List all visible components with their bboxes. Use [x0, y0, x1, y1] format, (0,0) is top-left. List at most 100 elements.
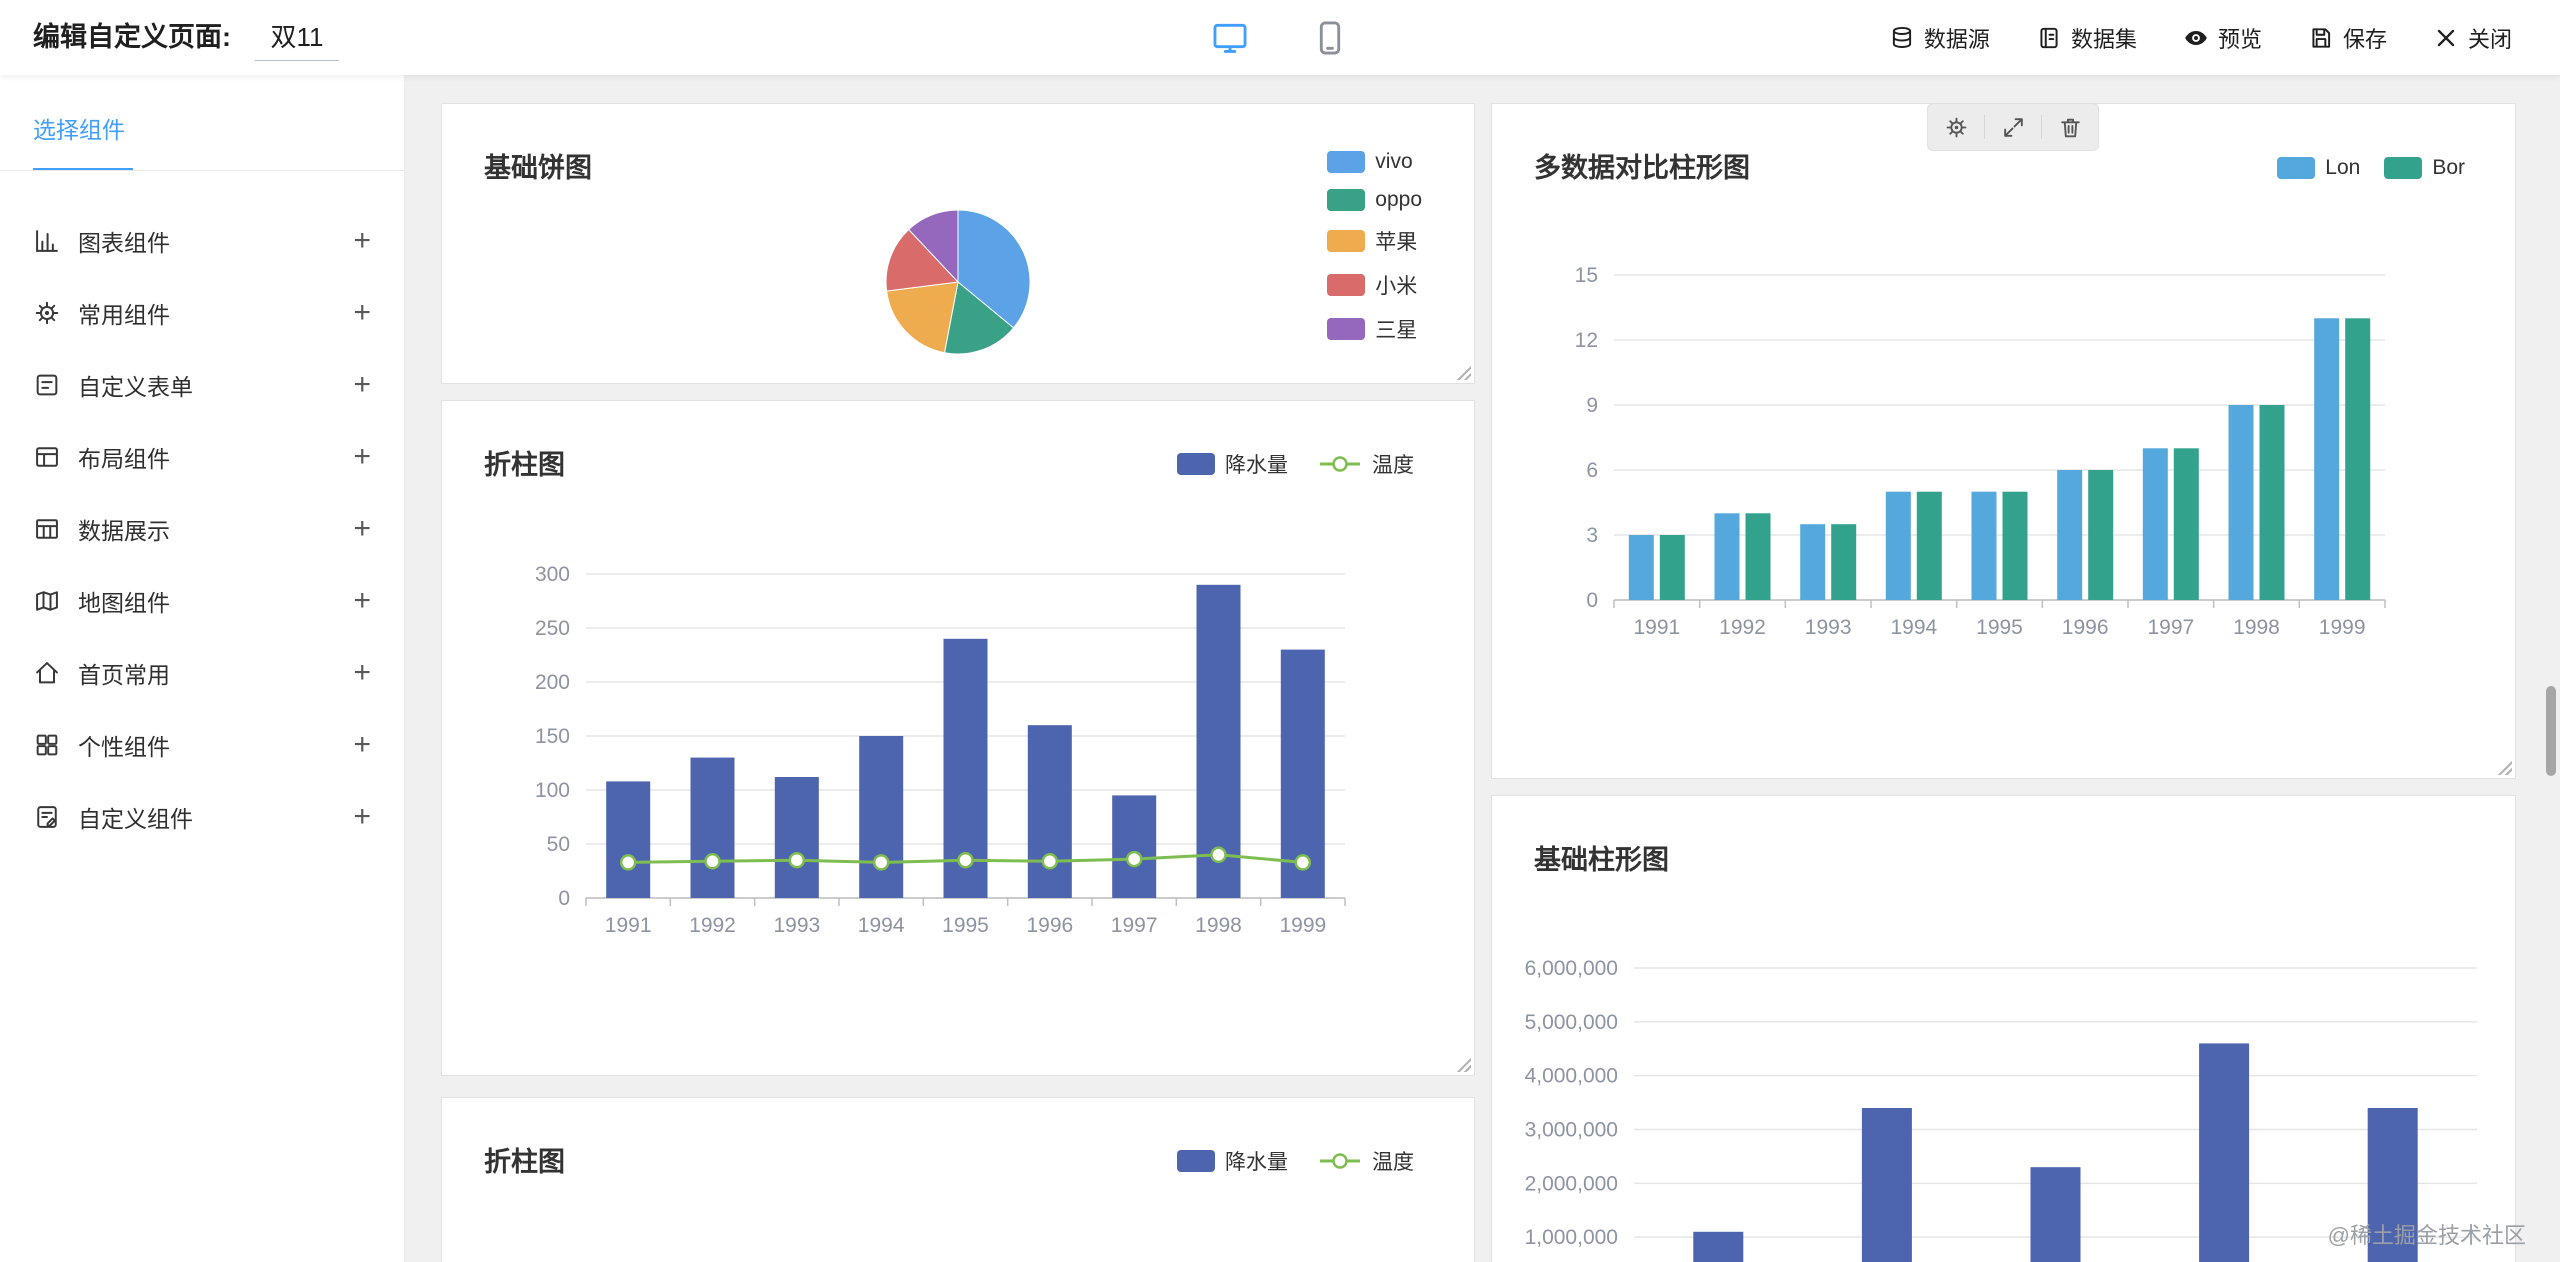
action-label: 数据集 — [2070, 26, 2137, 52]
page-name-input[interactable]: 双11 — [255, 17, 339, 61]
add-component-button[interactable]: + — [353, 656, 371, 689]
form-icon — [36, 374, 58, 396]
trash-icon — [2060, 118, 2080, 137]
chart-legend: 降水量 温度 — [1177, 449, 1414, 479]
vertical-scrollbar[interactable] — [2546, 686, 2556, 776]
sidebar-item-layout-components[interactable]: 布局组件 + — [0, 421, 404, 493]
mobile-view-button[interactable] — [1308, 16, 1352, 60]
svg-text:4,000,000: 4,000,000 — [1525, 1065, 1618, 1088]
panel-bar-line-chart-2[interactable]: 折柱图 降水量 温度 050100150200250300199119921993… — [441, 1097, 1475, 1262]
panel-multi-bar-chart[interactable]: 多数据对比柱形图 Lon Bor 0 3 6 9 12 15 1991 1992 1993 1994… — [1491, 103, 2516, 779]
panel-basic-bar-chart[interactable]: 基础柱形图 1,000,000 2,000,000 3,000,000 4,000,0… — [1491, 795, 2516, 1262]
close-button[interactable]: 关闭 — [2433, 22, 2512, 54]
sidebar-item-custom-form[interactable]: 自定义表单 + — [0, 349, 404, 421]
legend-swatch — [1327, 274, 1366, 296]
svg-text:5,000,000: 5,000,000 — [1525, 1011, 1618, 1034]
legend-item[interactable]: 降水量 — [1177, 449, 1288, 479]
bar-line-chart: 0 50 100 150 200 250 300 1991 1992 1993 1994 1995 19… — [535, 563, 1346, 937]
widget-settings-button[interactable] — [1928, 104, 1984, 150]
sidebar-item-map-components[interactable]: 地图组件 + — [0, 565, 404, 637]
action-label: 保存 — [2342, 26, 2387, 52]
legend-item[interactable]: Lon — [2277, 156, 2360, 180]
svg-text:1999: 1999 — [2319, 616, 2366, 639]
table-icon — [36, 519, 58, 539]
legend-item[interactable]: 小米 — [1327, 270, 1417, 300]
legend-item[interactable]: vivo — [1327, 150, 1413, 174]
bar-chart-icon — [36, 230, 58, 252]
legend-label: 三星 — [1375, 319, 1418, 342]
svg-text:1992: 1992 — [1719, 616, 1766, 639]
legend-swatch — [2277, 157, 2316, 179]
sidebar-item-home-common[interactable]: 首页常用 + — [0, 637, 404, 709]
chart-legend: 降水量 温度 — [1177, 1146, 1414, 1176]
svg-text:1994: 1994 — [858, 914, 905, 937]
legend-item[interactable]: 降水量 — [1177, 1146, 1288, 1176]
add-component-button[interactable]: + — [353, 800, 371, 833]
add-component-button[interactable]: + — [353, 584, 371, 617]
svg-text:1993: 1993 — [1805, 616, 1852, 639]
sidebar-item-data-display[interactable]: 数据展示 + — [0, 493, 404, 565]
chart-title: 基础柱形图 — [1534, 845, 1669, 875]
svg-text:1997: 1997 — [1111, 914, 1158, 937]
chart-title: 折柱图 — [484, 450, 565, 480]
legend-item[interactable]: Bor — [2384, 156, 2465, 180]
chart-title: 基础饼图 — [484, 153, 592, 183]
legend-item[interactable]: 三星 — [1327, 314, 1417, 344]
legend-item[interactable]: 温度 — [1318, 449, 1414, 479]
divider — [0, 170, 404, 171]
widget-delete-button[interactable] — [2042, 104, 2098, 150]
dataset-button[interactable]: 数据集 — [2036, 22, 2137, 54]
action-label: 预览 — [2217, 26, 2262, 52]
widget-resize-button[interactable] — [1985, 104, 2041, 150]
legend-swatch — [1327, 318, 1366, 340]
legend-label: 温度 — [1372, 454, 1414, 477]
svg-text:3,000,000: 3,000,000 — [1525, 1119, 1618, 1142]
svg-text:1992: 1992 — [689, 914, 736, 937]
sidebar-item-custom-components[interactable]: 自定义组件 + — [0, 781, 404, 853]
svg-text:1998: 1998 — [2233, 616, 2280, 639]
phone-icon — [1319, 21, 1341, 54]
svg-text:1996: 1996 — [2062, 616, 2109, 639]
svg-text:1998: 1998 — [1195, 914, 1242, 937]
legend-item[interactable]: 温度 — [1318, 1146, 1414, 1176]
add-component-button[interactable]: + — [353, 368, 371, 401]
svg-text:1996: 1996 — [1026, 914, 1073, 937]
widget-toolbar — [1927, 103, 2099, 151]
sidebar-item-chart-components[interactable]: 图表组件 + — [0, 205, 404, 277]
svg-text:250: 250 — [535, 617, 570, 640]
add-component-button[interactable]: + — [353, 728, 371, 761]
svg-text:1997: 1997 — [2147, 616, 2194, 639]
svg-text:300: 300 — [535, 563, 570, 586]
add-component-button[interactable]: + — [353, 296, 371, 329]
sidebar-item-label: 自定义表单 — [78, 374, 193, 400]
sidebar-item-personal-components[interactable]: 个性组件 + — [0, 709, 404, 781]
svg-text:1,000,000: 1,000,000 — [1525, 1226, 1618, 1249]
panel-bar-line-chart[interactable]: 折柱图 降水量 温度 0 50 100 150 200 250 300 1991 1992 1993… — [441, 400, 1475, 1076]
add-component-button[interactable]: + — [353, 512, 371, 545]
dashboard-canvas[interactable]: 基础饼图 vivo oppo 苹果小米三星 折柱图 降水量 温度 0 50 100 150 2… — [405, 75, 2560, 1262]
svg-text:1991: 1991 — [1633, 616, 1680, 639]
divider — [2041, 115, 2042, 139]
monitor-icon — [1213, 23, 1247, 53]
watermark: @稀土掘金技术社区 — [2327, 1223, 2526, 1248]
svg-text:0: 0 — [1586, 589, 1598, 612]
legend-item[interactable]: 苹果 — [1327, 226, 1417, 256]
preview-button[interactable]: 预览 — [2183, 22, 2262, 54]
svg-text:1995: 1995 — [942, 914, 989, 937]
chart-title: 折柱图 — [484, 1147, 565, 1177]
add-component-button[interactable]: + — [353, 224, 371, 257]
save-button[interactable]: 保存 — [2308, 22, 2387, 54]
legend-item[interactable]: oppo — [1327, 188, 1422, 212]
sidebar-item-common-components[interactable]: 常用组件 + — [0, 277, 404, 349]
sidebar-item-label: 个性组件 — [78, 734, 170, 760]
desktop-view-button[interactable] — [1208, 16, 1252, 60]
pie-chart — [885, 209, 1031, 355]
panel-basic-pie-chart[interactable]: 基础饼图 vivo oppo 苹果小米三星 — [441, 103, 1475, 384]
legend-label: Lon — [2325, 156, 2361, 179]
add-component-button[interactable]: + — [353, 440, 371, 473]
legend-label: 小米 — [1375, 275, 1418, 298]
datasource-button[interactable]: 数据源 — [1889, 22, 1990, 54]
sidebar-item-label: 常用组件 — [78, 302, 170, 328]
tab-select-components[interactable]: 选择组件 — [33, 117, 125, 143]
sidebar-item-label: 图表组件 — [78, 230, 170, 256]
